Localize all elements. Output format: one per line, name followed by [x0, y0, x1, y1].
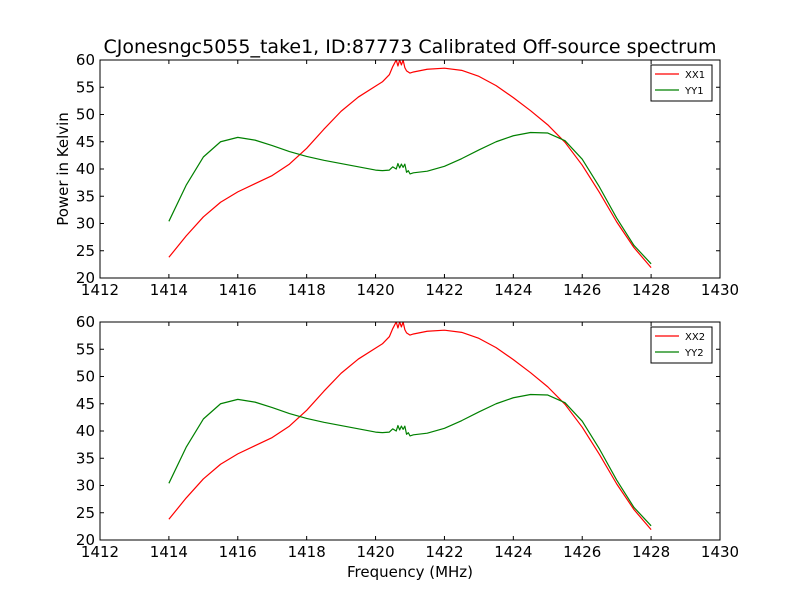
- y-tick-label: 55: [76, 340, 95, 358]
- chart-title: CJonesngc5055_take1, ID:87773 Calibrated…: [103, 36, 716, 58]
- series-line-xx2: [168, 322, 652, 531]
- x-tick-label: 1426: [563, 543, 601, 561]
- x-tick-label: 1420: [356, 281, 394, 299]
- top-panel: 1412 1414 1416 1418 1420 1422 1424 1426 1428 1430…: [76, 51, 739, 299]
- x-tick-label: 1430: [701, 543, 739, 561]
- legend-label: XX2: [685, 332, 705, 343]
- y-tick-label: 35: [76, 187, 95, 205]
- x-tick-label: 1412: [81, 281, 119, 299]
- series-line-yy2: [168, 393, 652, 527]
- x-tick-label: 1428: [632, 543, 670, 561]
- x-tick-label: 1418: [288, 543, 326, 561]
- x-axis-label: Frequency (MHz): [347, 563, 473, 581]
- legend-label: YY2: [684, 348, 704, 359]
- series-line-xx1: [168, 60, 652, 269]
- y-tick-label: 30: [76, 477, 95, 495]
- y-tick-label: 45: [76, 133, 95, 151]
- y-tick-label: 25: [76, 504, 95, 522]
- x-tick-label: 1430: [701, 281, 739, 299]
- series-lines: [168, 322, 652, 531]
- y-tick-label: 45: [76, 395, 95, 413]
- legend-box: [650, 326, 713, 364]
- x-tick-label: 1418: [288, 281, 326, 299]
- x-tick-label: 1422: [425, 281, 463, 299]
- y-tick-label: 20: [76, 531, 95, 549]
- legend-label: YY1: [684, 86, 704, 97]
- y-tick-label: 40: [76, 160, 95, 178]
- series-line-yy1: [168, 131, 652, 265]
- x-tick-label: 1424: [494, 543, 532, 561]
- y-axis-label: Power in Kelvin: [54, 112, 72, 226]
- y-tick-label: 60: [76, 313, 95, 331]
- y-tick-label: 50: [76, 368, 95, 386]
- series-lines: [168, 60, 652, 269]
- y-tick-label: 30: [76, 215, 95, 233]
- x-tick-label: 1414: [150, 281, 188, 299]
- bottom-panel: 1412 1414 1416 1418 1420 1422 1424 1426 1428 1430…: [76, 313, 739, 561]
- y-tick-label: 35: [76, 449, 95, 467]
- y-tick-label: 40: [76, 422, 95, 440]
- legend-box: [650, 64, 713, 102]
- y-tick-label: 25: [76, 242, 95, 260]
- x-tick-label: 1426: [563, 281, 601, 299]
- x-tick-label: 1428: [632, 281, 670, 299]
- x-tick-label: 1416: [219, 281, 257, 299]
- y-tick-label: 50: [76, 106, 95, 124]
- x-tick-label: 1420: [356, 543, 394, 561]
- y-tick-label: 60: [76, 51, 95, 69]
- legend-label: XX1: [685, 70, 705, 81]
- y-tick-label: 20: [76, 269, 95, 287]
- x-tick-label: 1422: [425, 543, 463, 561]
- x-tick-label: 1412: [81, 543, 119, 561]
- x-tick-label: 1424: [494, 281, 532, 299]
- x-tick-label: 1416: [219, 543, 257, 561]
- y-tick-label: 55: [76, 78, 95, 96]
- x-tick-label: 1414: [150, 543, 188, 561]
